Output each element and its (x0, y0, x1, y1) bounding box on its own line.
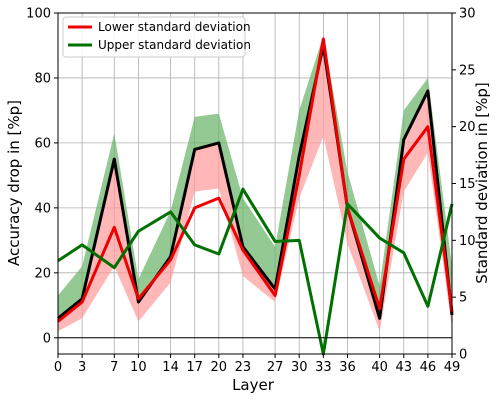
y-tick-label-right: 15 (459, 177, 476, 192)
x-tick-label: 20 (211, 360, 228, 375)
x-tick-label: 46 (420, 360, 437, 375)
lower-std-band (58, 45, 452, 332)
y-axis-title-right: Standard deviation in [%p] (473, 82, 491, 283)
x-tick-label: 3 (78, 360, 86, 375)
lower-std-line (57, 37, 454, 323)
x-tick-label: 17 (186, 360, 203, 375)
x-tick-label: 40 (371, 360, 388, 375)
upper-std-band (58, 35, 452, 319)
x-tick-label: 10 (130, 360, 147, 375)
y-tick-label-right: 5 (459, 291, 467, 306)
y-tick-label-left: 100 (26, 7, 51, 22)
bands (58, 35, 452, 332)
y-tick-label-right: 0 (459, 348, 467, 363)
x-tick-label: 43 (395, 360, 412, 375)
lines (57, 37, 454, 356)
y-axis-title-left: Accuracy drop in [%p] (5, 100, 23, 266)
legend-label: Lower standard deviation (98, 20, 251, 34)
y-tick-label-left: 40 (34, 201, 51, 216)
legend-box (62, 16, 246, 58)
y-tick-label-left: 60 (34, 136, 51, 151)
x-tick-label: 14 (162, 360, 179, 375)
y-tick-label-right: 25 (459, 63, 476, 78)
x-tick-label: 27 (267, 360, 284, 375)
x-tick-label: 49 (444, 360, 461, 375)
legend-label: Upper standard deviation (98, 38, 251, 52)
y-tick-label-left: 20 (34, 266, 51, 281)
y-tick-label-left: 80 (34, 71, 51, 86)
y-tick-label-right: 20 (459, 120, 476, 135)
x-tick-label: 30 (291, 360, 308, 375)
y-tick-label-right: 30 (459, 7, 476, 22)
x-tick-label: 33 (315, 360, 332, 375)
y-tick-label-left: 0 (43, 331, 51, 346)
upper-std-line (57, 187, 454, 356)
x-tick-label: 23 (235, 360, 252, 375)
x-tick-label: 36 (339, 360, 356, 375)
x-tick-label: 0 (54, 360, 62, 375)
legend: Lower standard deviation Upper standard d… (62, 16, 251, 58)
x-tick-label: 7 (110, 360, 118, 375)
x-axis-title: Layer (232, 376, 275, 394)
y-tick-label-right: 10 (459, 234, 476, 249)
ticks: 0 3 7 10 14 17 20 23 27 30 33 36 40 43 46 4902040608010… (26, 7, 475, 376)
